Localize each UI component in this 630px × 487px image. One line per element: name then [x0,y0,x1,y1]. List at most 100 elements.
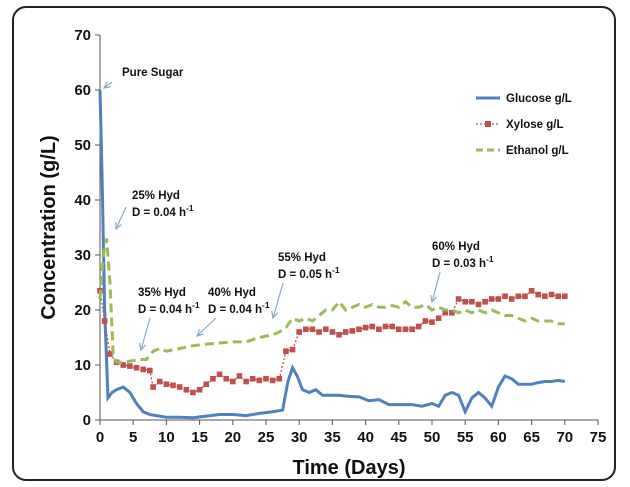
data-point [449,309,455,316]
y-tick-label: 10 [74,357,91,374]
data-point [522,293,528,300]
annotation-arrowhead [271,311,279,320]
annotation-text: D = 0.04 h-1 [138,300,200,316]
data-point [309,326,316,333]
legend-item-xylose: Xylose g/L [476,119,564,131]
data-point [495,296,502,302]
data-point [120,362,127,368]
data-point [101,318,108,324]
data-point [362,324,369,331]
data-point [303,326,309,333]
x-tick-label: 60 [490,429,507,446]
x-tick-label: 50 [424,429,441,446]
legend-marker [485,121,491,127]
data-point [342,329,349,335]
data-point [236,373,243,379]
y-tick-label: 70 [74,27,91,44]
annotation-arrowhead [430,295,438,304]
data-point [216,371,223,378]
data-point [263,375,269,382]
data-point [502,293,508,300]
annotation-text: D = 0.04 h-1 [132,203,194,219]
data-point [396,326,402,333]
data-point [230,378,236,385]
data-point [475,301,482,308]
x-axis-title: Time (Days) [292,457,405,479]
data-point [249,375,256,382]
annotation-arrow [196,317,217,337]
x-tick-label: 70 [556,429,573,446]
data-point [156,378,163,385]
annotation-text: 40% Hyd [208,287,256,299]
data-point [203,381,210,388]
annotation-text: D = 0.05 h-1 [278,265,340,281]
data-point [435,315,442,322]
series-line [98,238,565,364]
data-point [107,351,113,357]
annotation-arrowhead [139,343,147,352]
annotation-arrow [140,317,151,351]
data-point [190,389,196,396]
y-tick-label: 40 [74,192,91,209]
annotation-text: 25% Hyd [132,190,180,202]
y-tick-label: 60 [74,82,91,99]
annotation-text: 60% Hyd [432,241,480,253]
data-point [316,329,322,335]
data-point [409,326,415,333]
data-point [535,291,542,298]
legend-item-ethanol: Ethanol g/L [476,145,569,157]
y-tick-label: 30 [74,247,91,264]
data-point [455,296,462,302]
data-point [269,377,276,384]
annotation-text: D = 0.03 h-1 [432,254,494,270]
data-point [243,378,249,385]
x-tick-label: 75 [590,429,607,446]
annotation-arrow [103,81,113,89]
data-point [356,326,362,333]
annotation-arrowhead [195,329,204,337]
data-point [289,346,296,353]
annotation-arrowhead [102,81,111,89]
data-point [170,382,176,389]
data-point [429,319,435,325]
data-point [336,331,342,338]
y-tick-label: 20 [74,302,91,319]
x-tick-label: 55 [457,429,474,446]
series-layer [97,89,568,420]
data-point [256,377,263,384]
data-point [562,293,568,300]
y-axis-title: Concentration (g/L) [38,135,60,319]
x-tick-label: 35 [324,429,341,446]
data-point [376,326,382,333]
data-point [389,323,395,330]
series-ethanol [98,238,565,364]
legend: Glucose g/L Xylose g/L Ethanol g/L [476,93,572,157]
annotation-arrow [115,206,127,230]
data-point [296,329,302,335]
data-point [555,293,561,300]
data-point [415,323,422,330]
data-point [482,298,488,305]
data-point [127,363,133,369]
x-tick-label: 30 [291,429,308,446]
annotation-text: D = 0.04 h-1 [208,300,270,316]
x-tick-label: 15 [191,429,208,446]
data-point [133,364,140,371]
data-point [140,366,146,373]
data-point [150,384,156,390]
series-xylose [97,287,568,396]
data-point [488,296,495,302]
y-tick-label: 0 [83,412,91,429]
x-tick-label: 45 [390,429,407,446]
data-point [147,367,153,374]
data-point [369,323,376,330]
annotation-pure-sugar: Pure Sugar [102,67,184,89]
data-point [183,386,190,393]
data-point [548,291,555,298]
